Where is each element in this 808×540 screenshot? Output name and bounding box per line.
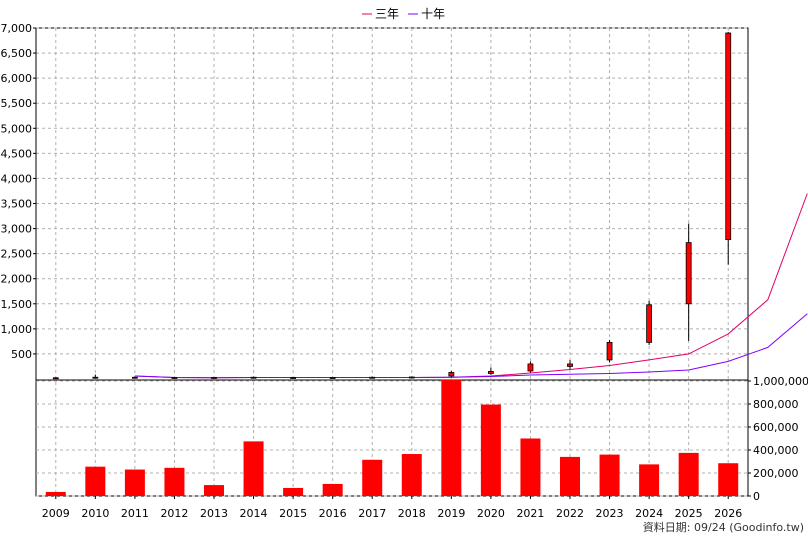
x-tick-label: 2013 (200, 507, 228, 520)
volume-bar (243, 441, 264, 496)
volume-bar (401, 454, 422, 496)
volume-bar (204, 485, 224, 496)
price-tick-label: 7,000 (1, 22, 33, 35)
x-tick-label: 2026 (714, 507, 742, 520)
price-tick-label: 3,000 (1, 223, 33, 236)
volume-bar (678, 452, 699, 496)
candle-body (725, 32, 732, 241)
legend: 三年 十年 (362, 7, 445, 21)
candle-body (487, 371, 494, 374)
price-tick-label: 500 (11, 348, 32, 361)
x-tick-label: 2023 (596, 507, 624, 520)
candle-body (329, 377, 336, 379)
x-tick-label: 2021 (516, 507, 544, 520)
footer-source: 資料日期: 09/24 (Goodinfo.tw) (643, 520, 804, 534)
volume-bar (362, 459, 383, 496)
x-tick-label: 2019 (437, 507, 465, 520)
price-tick-label: 6,500 (1, 47, 33, 60)
volume-bar (718, 463, 739, 496)
x-tick-label: 2010 (81, 507, 109, 520)
candle-body (527, 363, 534, 372)
price-tick-label: 5,000 (1, 122, 33, 135)
x-tick-label: 2022 (556, 507, 584, 520)
x-tick-label: 2014 (240, 507, 268, 520)
series-line (134, 313, 808, 379)
candle-body (369, 376, 376, 379)
price-axis: 500 1,000 1,500 2,000 2,500 3,000 3,500 4,000 4,… (1, 22, 37, 379)
price-tick-label: 5,500 (1, 97, 33, 110)
volume-tick-label: 0 (753, 490, 760, 503)
candle-body (250, 376, 257, 379)
x-axis: 2009 2010 2011 2012 2013 2014 2015 2016 2017 2018… (42, 496, 742, 520)
volume-bar (45, 491, 66, 496)
volume-tick-label: 400,000 (753, 444, 799, 457)
x-tick-label: 2020 (477, 507, 505, 520)
x-tick-label: 2015 (279, 507, 307, 520)
volume-bars (45, 379, 739, 496)
candle-body (606, 341, 613, 361)
volume-bar (599, 454, 620, 496)
volume-bar (124, 469, 145, 496)
candle-body (52, 377, 59, 380)
volume-bar (441, 379, 462, 496)
volume-bar (283, 487, 304, 496)
x-tick-label: 2017 (358, 507, 386, 520)
x-tick-label: 2024 (635, 507, 663, 520)
price-tick-label: 3,500 (1, 198, 33, 211)
x-tick-label: 2011 (121, 507, 149, 520)
volume-tick-label: 200,000 (753, 467, 799, 480)
volume-bar (520, 438, 541, 496)
volume-tick-label: 800,000 (753, 398, 799, 411)
candle-body (171, 377, 178, 379)
volume-axis: 0 200,000 400,000 600,000 800,000 1,000,000 (748, 375, 808, 503)
volume-bar (639, 464, 660, 496)
candle-body (646, 304, 653, 343)
price-tick-label: 1,000 (1, 323, 33, 336)
candle-body (685, 242, 692, 305)
x-tick-label: 2009 (42, 507, 70, 520)
candle-body (567, 363, 573, 367)
x-tick-label: 2016 (319, 507, 347, 520)
price-tick-label: 6,000 (1, 72, 33, 85)
volume-tick-label: 1,000,000 (753, 375, 808, 388)
x-tick-label: 2012 (160, 507, 188, 520)
candle-body (448, 372, 455, 377)
legend-label: 十年 (421, 7, 445, 21)
price-tick-label: 2,000 (1, 273, 33, 286)
candle-body (92, 376, 99, 379)
volume-bar (480, 404, 501, 496)
volume-bar (164, 467, 185, 496)
legend-label: 三年 (375, 7, 399, 21)
price-tick-label: 4,500 (1, 147, 33, 160)
candle-body (290, 377, 297, 379)
moving-average-lines (134, 193, 808, 379)
volume-bar (85, 466, 106, 496)
candlesticks (52, 32, 732, 380)
price-tick-label: 1,500 (1, 298, 33, 311)
price-tick-label: 2,500 (1, 248, 33, 261)
volume-bar (560, 456, 580, 496)
candle-body (408, 376, 415, 379)
volume-bar (322, 483, 343, 496)
volume-tick-label: 600,000 (753, 421, 799, 434)
x-tick-label: 2018 (398, 507, 426, 520)
plot-frame (35, 27, 749, 497)
candle-body (211, 377, 217, 379)
price-tick-label: 4,000 (1, 172, 33, 185)
candle-body (131, 376, 138, 379)
x-tick-label: 2025 (675, 507, 703, 520)
